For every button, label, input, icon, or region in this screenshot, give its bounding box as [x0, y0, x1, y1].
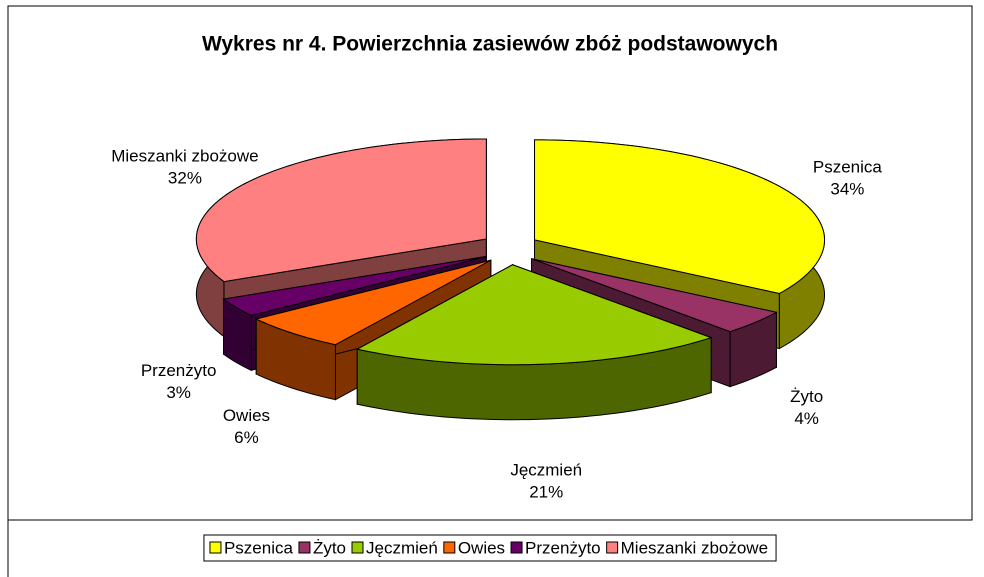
slice-value: 21%	[529, 483, 563, 502]
slice-top	[534, 139, 826, 295]
legend-label: Żyto	[313, 538, 346, 557]
slice	[355, 263, 713, 421]
legend-label: Owies	[458, 538, 505, 557]
slice-top	[254, 259, 492, 346]
slice-value: 3%	[166, 383, 191, 402]
legend-swatch	[209, 541, 222, 554]
slice-top	[222, 256, 487, 316]
legend-label: Mieszanki zbożowe	[621, 538, 768, 557]
slice-value: 34%	[830, 180, 864, 199]
slice-label: Przenżyto	[141, 361, 217, 380]
legend-swatch	[606, 541, 619, 554]
slice-label: Mieszanki zbożowe	[111, 147, 258, 166]
slice-top	[355, 264, 713, 366]
legend-swatch	[351, 541, 364, 554]
slice-value: 4%	[794, 409, 819, 428]
slice-label: Żyto	[790, 387, 823, 406]
slice-label: Owies	[223, 406, 270, 425]
legend-label: Przenżyto	[525, 538, 601, 557]
legend-label: Pszenica	[224, 538, 294, 557]
legend-label: Jęczmień	[366, 538, 438, 557]
slice-label: Jęczmień	[510, 461, 582, 480]
legend-swatch	[443, 541, 456, 554]
slice-label: Pszenica	[813, 158, 883, 177]
chart-title: Wykres nr 4. Powierzchnia zasiewów zbóż …	[202, 33, 778, 56]
slice-top	[531, 258, 778, 333]
legend-swatch	[510, 541, 523, 554]
slice-top	[195, 138, 487, 283]
legend: Pszenica Żyto Jęczmień Owies Przenżyto Miesza…	[203, 534, 777, 562]
slice-value: 32%	[168, 169, 202, 188]
slice-value: 6%	[234, 428, 259, 447]
legend-swatch	[298, 541, 311, 554]
